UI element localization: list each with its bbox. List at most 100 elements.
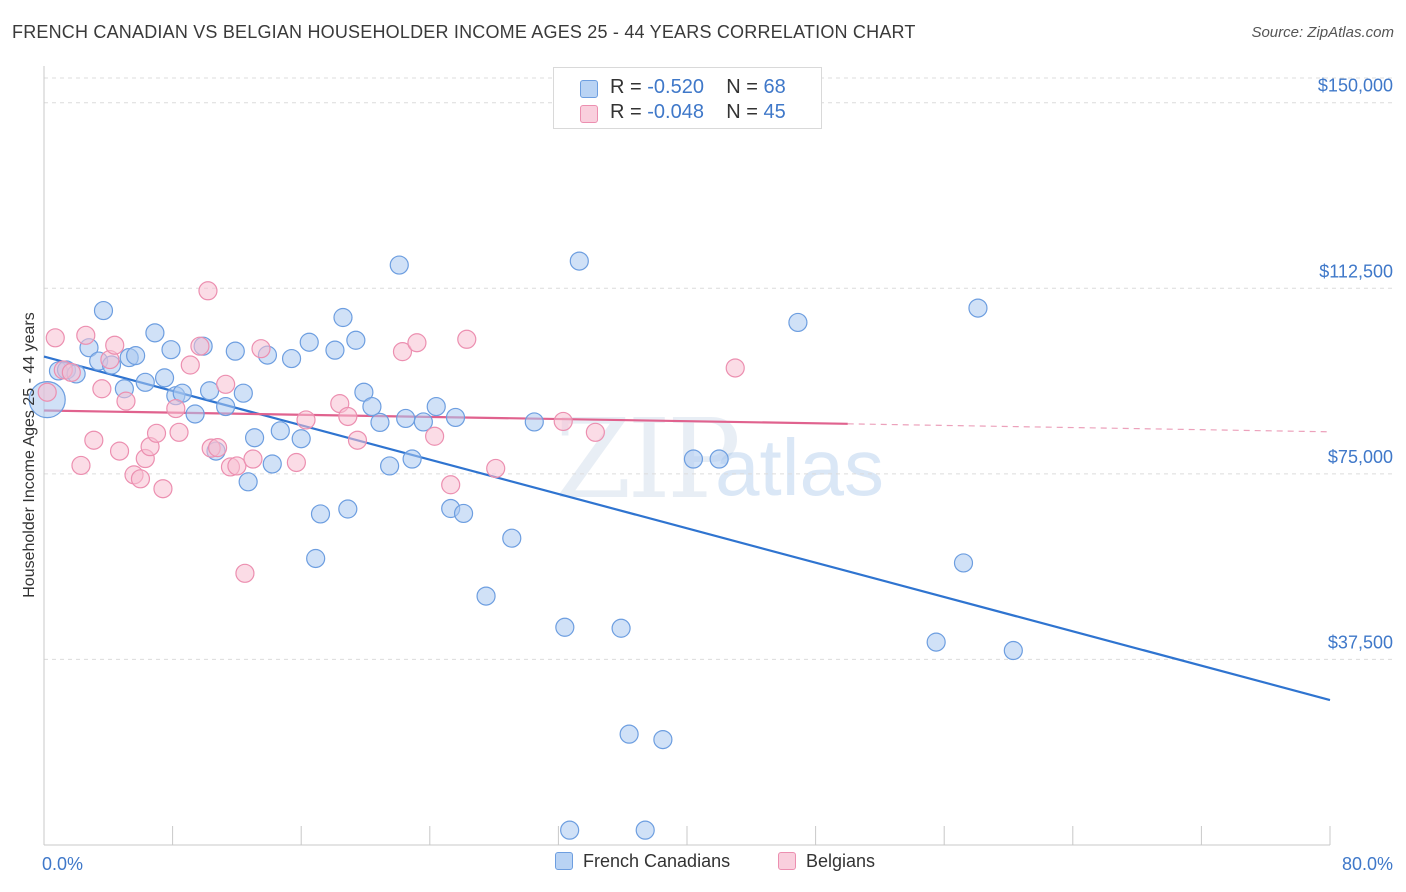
point-belgians — [130, 469, 151, 489]
point-french-canadians — [426, 396, 446, 417]
point-belgians — [146, 423, 167, 443]
bottom-legend-swatch-pink — [778, 852, 796, 870]
x-tick-label: 0.0% — [42, 854, 83, 874]
point-french-canadians — [1003, 640, 1023, 661]
point-french-canadians — [291, 429, 311, 449]
legend-n-value: 68 — [763, 76, 786, 98]
legend-r-label: R = — [610, 76, 648, 98]
point-belgians — [198, 281, 218, 301]
point-belgians — [92, 379, 112, 399]
point-belgians — [153, 479, 173, 499]
point-french-canadians — [380, 456, 400, 476]
point-french-canadians — [238, 472, 258, 492]
point-french-canadians — [653, 729, 673, 750]
bottom-legend-label: French Canadians — [583, 851, 731, 871]
point-belgians — [286, 452, 306, 473]
point-belgians — [347, 430, 368, 450]
point-belgians — [585, 422, 605, 442]
point-belgians — [441, 475, 461, 495]
point-french-canadians — [555, 617, 575, 637]
point-french-canadians — [299, 332, 319, 352]
point-french-canadians — [619, 724, 639, 744]
point-belgians — [235, 563, 255, 583]
point-french-canadians — [145, 323, 165, 343]
point-french-canadians — [338, 499, 358, 519]
point-french-canadians — [262, 454, 282, 474]
trend-line-extension-belgians — [847, 423, 1331, 433]
point-french-canadians — [93, 300, 114, 321]
bottom-legend-belgians: Belgians — [778, 851, 875, 872]
point-french-canadians — [154, 368, 175, 388]
point-belgians — [190, 336, 210, 356]
trend-line-belgians — [43, 409, 848, 425]
y-axis-label: Householder Income Ages 25 - 44 years — [21, 312, 38, 598]
point-belgians — [216, 374, 236, 394]
point-french-canadians — [389, 255, 409, 275]
point-french-canadians — [233, 383, 253, 403]
y-tick-label: $75,000 — [1328, 447, 1393, 467]
trend-lines — [43, 355, 1331, 702]
point-french-canadians — [135, 372, 155, 392]
chart-title: FRENCH CANADIAN VS BELGIAN HOUSEHOLDER I… — [12, 22, 916, 42]
watermark-atlas: atlas — [715, 423, 884, 512]
y-tick-label: $150,000 — [1318, 76, 1393, 96]
point-belgians — [243, 449, 263, 469]
legend-r-value: -0.520 — [647, 76, 704, 98]
point-belgians — [251, 339, 271, 359]
bottom-legend-label: Belgians — [806, 851, 876, 871]
point-french-canadians — [402, 449, 422, 469]
point-french-canadians — [396, 408, 416, 429]
point-french-canadians — [199, 381, 220, 401]
bottom-legend-french-canadians: French Canadians — [555, 851, 730, 872]
legend-r-value: -0.048 — [647, 101, 704, 123]
data-points — [28, 251, 1023, 840]
point-french-canadians — [244, 428, 265, 448]
tick-labels: $37,500 $75,000 $112,500 $150,000 0.0% 80.0% — [42, 76, 1393, 874]
x-tick-label: 80.0% — [1342, 854, 1393, 874]
point-belgians — [180, 355, 200, 375]
legend-n-value: 45 — [763, 101, 786, 123]
point-belgians — [392, 342, 413, 362]
point-belgians — [61, 362, 81, 383]
point-french-canadians — [161, 340, 181, 360]
point-belgians — [425, 426, 445, 446]
point-belgians — [84, 430, 104, 450]
point-french-canadians — [683, 449, 704, 469]
point-french-canadians — [560, 820, 580, 840]
point-french-canadians — [569, 251, 589, 271]
legend-n-label: N = — [726, 101, 764, 123]
point-french-canadians — [185, 404, 205, 424]
point-french-canadians — [270, 421, 290, 441]
point-belgians — [227, 456, 247, 476]
point-french-canadians — [216, 396, 236, 417]
point-belgians — [166, 398, 186, 419]
point-french-canadians — [413, 412, 433, 432]
point-french-canadians — [635, 820, 655, 840]
point-french-canadians — [926, 632, 946, 652]
point-belgians — [486, 458, 506, 479]
point-belgians — [76, 325, 96, 345]
point-belgians — [338, 406, 358, 427]
point-french-canadians — [788, 312, 808, 333]
legend-n-label: N = — [726, 76, 764, 98]
point-belgians — [553, 411, 573, 432]
trend-line-french-canadians — [43, 355, 1331, 702]
legend-r-label: R = — [610, 101, 648, 123]
y-tick-label: $112,500 — [1319, 261, 1393, 281]
point-belgians — [37, 382, 57, 402]
point-belgians — [116, 391, 136, 411]
point-belgians — [169, 422, 189, 442]
point-french-canadians — [476, 586, 496, 606]
point-belgians — [208, 438, 228, 458]
point-french-canadians — [354, 382, 374, 402]
point-french-canadians — [709, 449, 729, 469]
bottom-legend-swatch-blue — [555, 852, 573, 870]
point-french-canadians — [310, 504, 331, 524]
source-credit: Source: ZipAtlas.com — [1251, 24, 1394, 41]
point-french-canadians — [453, 503, 474, 524]
point-french-canadians — [333, 307, 353, 328]
legend-swatch-pink — [580, 105, 598, 123]
point-belgians — [457, 329, 477, 349]
axes — [43, 66, 1331, 846]
